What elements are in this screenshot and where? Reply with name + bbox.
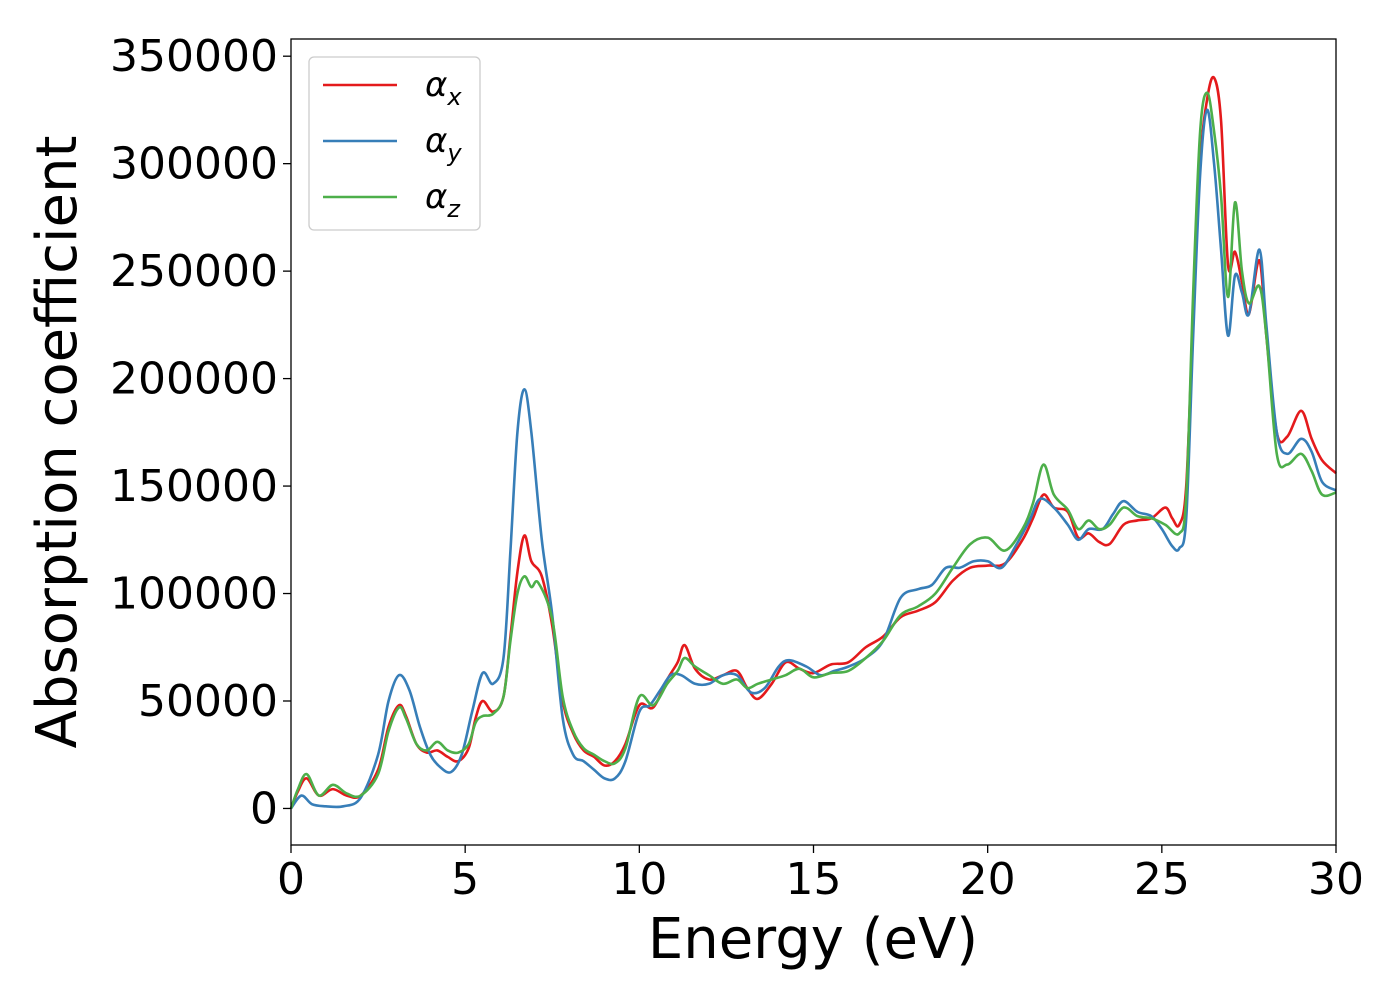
x-axis-label: Energy (eV) xyxy=(648,907,978,972)
series-layer xyxy=(289,75,1337,810)
y-axis-label: Absorption coefficient xyxy=(25,136,90,749)
x-tick-label: 30 xyxy=(1308,854,1364,905)
x-tick-label: 5 xyxy=(451,854,479,905)
x-tick-label: 10 xyxy=(611,854,667,905)
y-tick-label: 250000 xyxy=(110,246,278,297)
y-tick-label: 50000 xyxy=(138,676,278,727)
y-axis-ticks: 0 50000 100000 150000 200000 250000 300000 3500… xyxy=(110,31,291,834)
y-tick-label: 350000 xyxy=(110,31,278,82)
legend-label-z: αz xyxy=(425,177,461,223)
legend-label-y: αy xyxy=(425,121,462,167)
y-tick-label: 150000 xyxy=(110,461,278,512)
x-tick-label: 15 xyxy=(786,854,842,905)
legend-box xyxy=(308,56,481,231)
legend: αx αy αz xyxy=(308,56,481,231)
y-tick-label: 300000 xyxy=(110,139,278,190)
x-tick-label: 25 xyxy=(1134,854,1190,905)
legend-label-x: αx xyxy=(425,65,462,111)
x-axis-ticks: 0 5 10 15 20 25 30 xyxy=(277,845,1364,905)
y-tick-label: 200000 xyxy=(110,354,278,405)
x-tick-label: 20 xyxy=(960,854,1016,905)
x-tick-label: 0 xyxy=(277,854,305,905)
y-tick-label: 100000 xyxy=(110,569,278,620)
series-line-z xyxy=(289,91,1337,809)
y-tick-label: 0 xyxy=(250,783,278,834)
